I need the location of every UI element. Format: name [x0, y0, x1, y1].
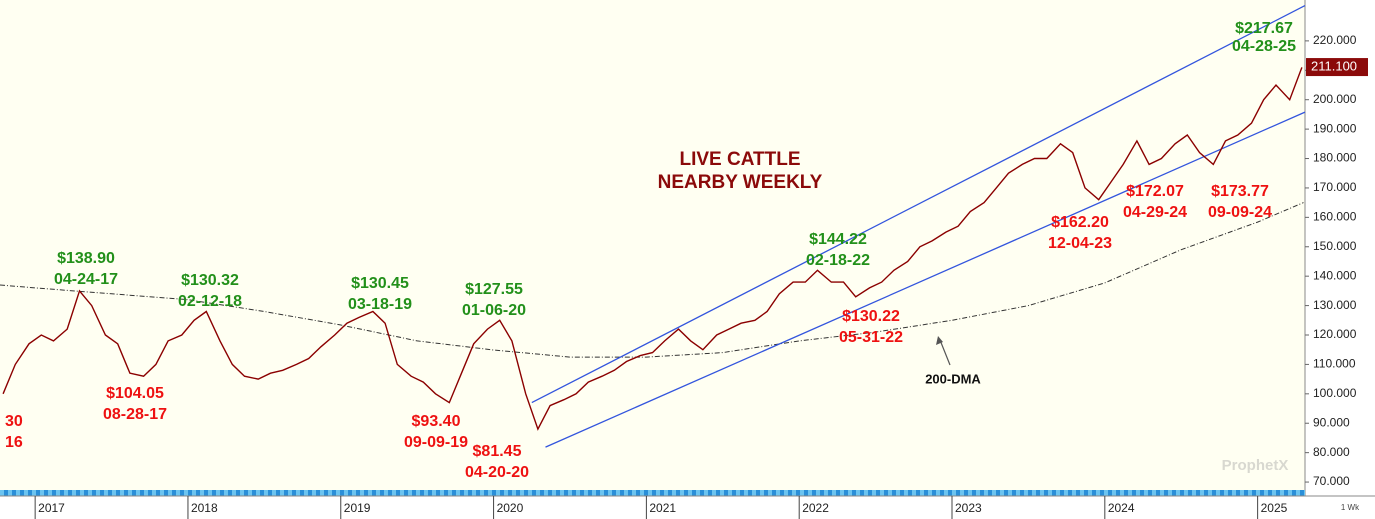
x-tick-label: 2025 [1261, 501, 1288, 515]
channel-line [545, 111, 1306, 448]
y-tick-label: 160.000 [1313, 210, 1357, 224]
y-axis-area [1305, 0, 1375, 519]
interval-label: 1 Wk [1341, 503, 1360, 512]
y-tick-label: 170.000 [1313, 180, 1357, 194]
annotation-price: $127.55 [465, 281, 523, 298]
annotation-price: $130.22 [842, 308, 900, 325]
annotation-price: $93.40 [412, 413, 461, 430]
annotation-price: $172.07 [1126, 183, 1184, 200]
annotation-date: 08-28-17 [103, 406, 167, 423]
annotation-date: 12-04-23 [1048, 235, 1112, 252]
x-tick-label: 2017 [38, 501, 65, 515]
y-tick-label: 130.000 [1313, 298, 1357, 312]
annotation-date: 04-24-17 [54, 271, 118, 288]
last-price-box [1306, 58, 1368, 77]
x-tick-label: 2024 [1108, 501, 1135, 515]
annotation-date: 03-18-19 [348, 296, 412, 313]
y-tick-label: 180.000 [1313, 151, 1357, 165]
annotation-price: 30 [5, 413, 23, 430]
chart-subtitle: NEARBY WEEKLY [658, 172, 823, 193]
annotation-price: $104.05 [106, 385, 164, 402]
annotation-date: 01-06-20 [462, 302, 526, 319]
annotation-price: $81.45 [473, 443, 522, 460]
dma-label: 200-DMA [925, 371, 981, 386]
y-tick-label: 140.000 [1313, 268, 1357, 282]
price-line [2, 67, 1303, 431]
annotation-date: 02-18-22 [806, 252, 870, 269]
y-tick-label: 190.000 [1313, 121, 1357, 135]
y-tick-label: 220.000 [1313, 33, 1357, 47]
annotation-price: $144.22 [809, 231, 867, 248]
x-tick-label: 2023 [955, 501, 982, 515]
annotation-date: 04-29-24 [1123, 204, 1187, 221]
y-tick-label: 80.000 [1313, 445, 1350, 459]
y-tick-label: 150.000 [1313, 239, 1357, 253]
annotation-price: $138.90 [57, 250, 115, 267]
x-tick-label: 2018 [191, 501, 218, 515]
annotation-date: 16 [5, 434, 23, 451]
annotation-date: 09-09-19 [404, 434, 468, 451]
y-tick-label: 90.000 [1313, 415, 1350, 429]
annotation-price: $130.45 [351, 275, 409, 292]
y-tick-label: 70.000 [1313, 474, 1350, 488]
y-tick-label: 200.000 [1313, 92, 1357, 106]
y-tick-label: 120.000 [1313, 327, 1357, 341]
dma-arrow [939, 339, 951, 366]
x-tick-label: 2022 [802, 501, 829, 515]
annotation-price: $130.32 [181, 272, 239, 289]
dma-line [0, 202, 1304, 358]
x-tick-label: 2020 [497, 501, 524, 515]
annotation-price: $162.20 [1051, 214, 1109, 231]
annotation-date: 05-31-22 [839, 329, 903, 346]
y-tick-label: 100.000 [1313, 386, 1357, 400]
channel-line [531, 5, 1306, 404]
time-strip [0, 490, 1305, 496]
last-price-label: 211.100 [1311, 58, 1357, 73]
x-tick-label: 2021 [649, 501, 676, 515]
y-tick-label: 110.000 [1313, 357, 1356, 371]
watermark: ProphetX [1222, 457, 1289, 474]
plot-area [0, 0, 1305, 490]
annotation-date: 04-20-20 [465, 464, 529, 481]
annotation-date: 02-12-18 [178, 293, 242, 310]
annotation-date: 04-28-25 [1232, 38, 1296, 55]
annotation-date: 09-09-24 [1208, 204, 1272, 221]
dma-arrowhead [936, 336, 943, 345]
annotation-price: $173.77 [1211, 183, 1269, 200]
x-tick-label: 2019 [344, 501, 371, 515]
annotation-price: $217.67 [1235, 20, 1293, 37]
chart-title: LIVE CATTLE [679, 149, 800, 170]
